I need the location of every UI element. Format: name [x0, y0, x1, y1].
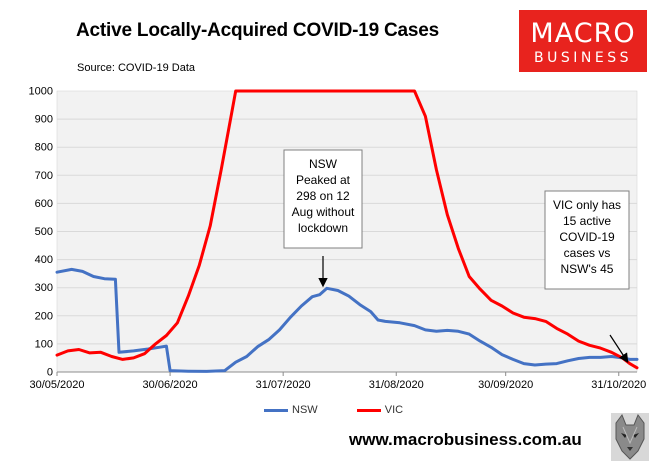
annotation-text: NSW's 45 — [561, 262, 614, 276]
chart-source: Source: COVID-19 Data — [77, 62, 195, 74]
annotation-text: COVID-19 — [559, 230, 615, 244]
y-tick-label: 1000 — [29, 86, 53, 98]
y-axis: 0 100 200 300 400 500 600 700 800 900 1000 — [29, 86, 53, 379]
y-tick-label: 800 — [35, 142, 53, 154]
y-tick-label: 300 — [35, 282, 53, 294]
annotation-text: NSW — [309, 157, 338, 171]
annotation-text: 15 active — [563, 214, 611, 228]
y-tick-label: 600 — [35, 198, 53, 210]
annotation-box — [283, 149, 363, 249]
y-tick-label: 100 — [35, 338, 53, 350]
y-tick-label: 500 — [35, 226, 53, 238]
legend: NSW VIC — [264, 404, 403, 416]
x-tick-label: 30/06/2020 — [143, 379, 198, 391]
annotations: NSW Peaked at 298 on 12 Aug without lockdown… — [283, 149, 630, 364]
annotation-text: Peaked at — [296, 173, 351, 187]
legend-swatch-nsw — [264, 408, 288, 412]
x-tick-label: 31/07/2020 — [256, 379, 311, 391]
logo-line-1: MACRO — [530, 18, 636, 49]
footer-url[interactable]: www.macrobusiness.com.au — [349, 430, 582, 449]
x-axis: 30/05/2020 30/06/2020 31/07/2020 31/08/2020… — [29, 371, 646, 391]
annotation-text: cases vs — [564, 246, 611, 260]
x-tick-label: 30/05/2020 — [29, 379, 84, 391]
x-tick-label: 31/10/2020 — [591, 379, 646, 391]
wolf-logo-icon — [611, 413, 649, 461]
series-line-vic — [55, 89, 639, 370]
y-tick-label: 900 — [35, 114, 53, 126]
annotation-arrow — [609, 334, 629, 364]
legend-label-nsw: NSW — [292, 404, 318, 416]
x-tick-label: 31/08/2020 — [369, 379, 424, 391]
legend-label-vic: VIC — [384, 404, 404, 416]
series-lines — [55, 89, 639, 373]
annotation-box — [544, 190, 630, 290]
macro-business-logo[interactable]: MACRO BUSINESS — [519, 10, 647, 72]
y-tick-label: 200 — [35, 310, 53, 322]
legend-item-vic: VIC — [356, 404, 404, 416]
chart-title: Active Locally-Acquired COVID-19 Cases — [76, 20, 440, 41]
annotation-text: VIC only has — [553, 198, 621, 212]
y-tick-label: 700 — [35, 170, 53, 182]
x-tick-label: 30/09/2020 — [478, 379, 533, 391]
logo-line-2: BUSINESS — [534, 50, 632, 66]
y-tick-label: 0 — [47, 367, 53, 379]
legend-item-nsw: NSW — [264, 404, 318, 416]
annotation-text: 298 on 12 — [296, 189, 350, 203]
annotation-text: Aug without — [292, 205, 355, 219]
series-line-nsw — [55, 267, 639, 373]
legend-swatch-vic — [356, 408, 381, 412]
annotation-text: lockdown — [298, 221, 348, 235]
y-tick-label: 400 — [35, 254, 53, 266]
